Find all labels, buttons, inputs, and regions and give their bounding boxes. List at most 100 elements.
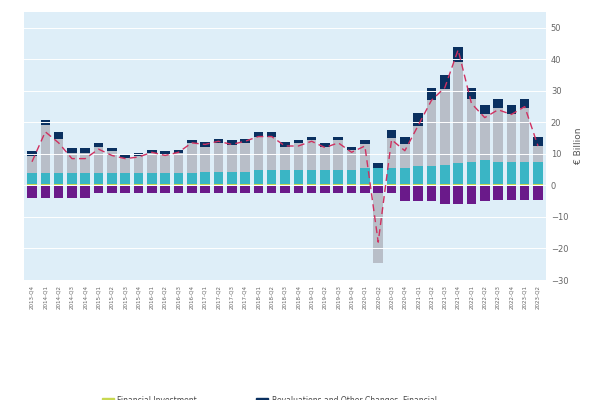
Bar (254, 170, 263, 184)
Bar (307, 186, 316, 193)
Bar (94, 147, 103, 174)
Bar (67, 148, 77, 153)
Bar (454, 163, 463, 184)
Bar (80, 153, 90, 174)
Bar (200, 184, 210, 186)
Bar (267, 186, 277, 193)
Bar (80, 186, 90, 198)
Bar (80, 174, 90, 184)
Bar (240, 144, 250, 172)
Bar (427, 100, 436, 166)
Bar (347, 186, 356, 193)
Bar (160, 174, 170, 184)
Bar (214, 172, 223, 184)
Bar (121, 184, 130, 186)
Bar (347, 184, 356, 186)
Bar (454, 184, 463, 186)
Bar (80, 148, 90, 153)
Bar (480, 160, 490, 184)
Bar (254, 132, 263, 137)
Bar (80, 184, 90, 186)
Bar (293, 170, 303, 184)
Bar (320, 144, 330, 147)
Bar (360, 184, 370, 186)
Bar (427, 184, 436, 186)
Bar (400, 136, 410, 144)
Bar (227, 140, 236, 145)
Bar (254, 186, 263, 193)
Bar (280, 142, 290, 147)
Bar (520, 186, 529, 200)
Bar (94, 174, 103, 184)
Bar (493, 162, 503, 184)
Bar (373, 186, 383, 193)
Bar (320, 170, 330, 184)
Bar (41, 184, 50, 186)
Bar (480, 114, 490, 160)
Bar (147, 174, 157, 184)
Bar (41, 186, 50, 198)
Bar (254, 184, 263, 186)
Bar (187, 144, 197, 174)
Y-axis label: € Billion: € Billion (574, 128, 583, 164)
Bar (227, 186, 236, 193)
Bar (347, 147, 356, 150)
Bar (533, 136, 543, 146)
Bar (147, 150, 157, 153)
Bar (520, 99, 529, 108)
Bar (160, 184, 170, 186)
Bar (27, 156, 37, 174)
Bar (173, 174, 183, 184)
Bar (200, 142, 210, 147)
Bar (173, 186, 183, 193)
Bar (107, 184, 116, 186)
Bar (506, 186, 516, 200)
Bar (506, 114, 516, 162)
Bar (360, 140, 370, 144)
Bar (387, 130, 397, 138)
Bar (467, 186, 476, 204)
Bar (41, 174, 50, 184)
Bar (94, 184, 103, 186)
Bar (520, 108, 529, 162)
Bar (54, 184, 64, 186)
Bar (160, 154, 170, 174)
Bar (27, 184, 37, 186)
Bar (173, 153, 183, 174)
Bar (400, 186, 410, 201)
Bar (147, 186, 157, 193)
Bar (54, 139, 64, 174)
Bar (267, 137, 277, 170)
Bar (440, 75, 449, 89)
Bar (307, 137, 316, 140)
Bar (173, 150, 183, 153)
Bar (27, 174, 37, 184)
Bar (387, 138, 397, 168)
Bar (160, 186, 170, 193)
Bar (54, 186, 64, 198)
Bar (173, 184, 183, 186)
Bar (320, 186, 330, 193)
Bar (413, 126, 423, 166)
Bar (67, 186, 77, 198)
Bar (480, 186, 490, 201)
Bar (94, 186, 103, 193)
Bar (360, 144, 370, 168)
Bar (54, 132, 64, 139)
Bar (334, 137, 343, 140)
Bar (27, 151, 37, 156)
Bar (293, 144, 303, 170)
Bar (493, 99, 503, 108)
Bar (107, 151, 116, 174)
Bar (413, 166, 423, 184)
Bar (121, 158, 130, 174)
Bar (134, 153, 143, 156)
Bar (134, 156, 143, 174)
Bar (334, 170, 343, 184)
Bar (533, 146, 543, 162)
Bar (67, 153, 77, 174)
Bar (107, 174, 116, 184)
Bar (214, 186, 223, 193)
Bar (480, 105, 490, 114)
Bar (67, 184, 77, 186)
